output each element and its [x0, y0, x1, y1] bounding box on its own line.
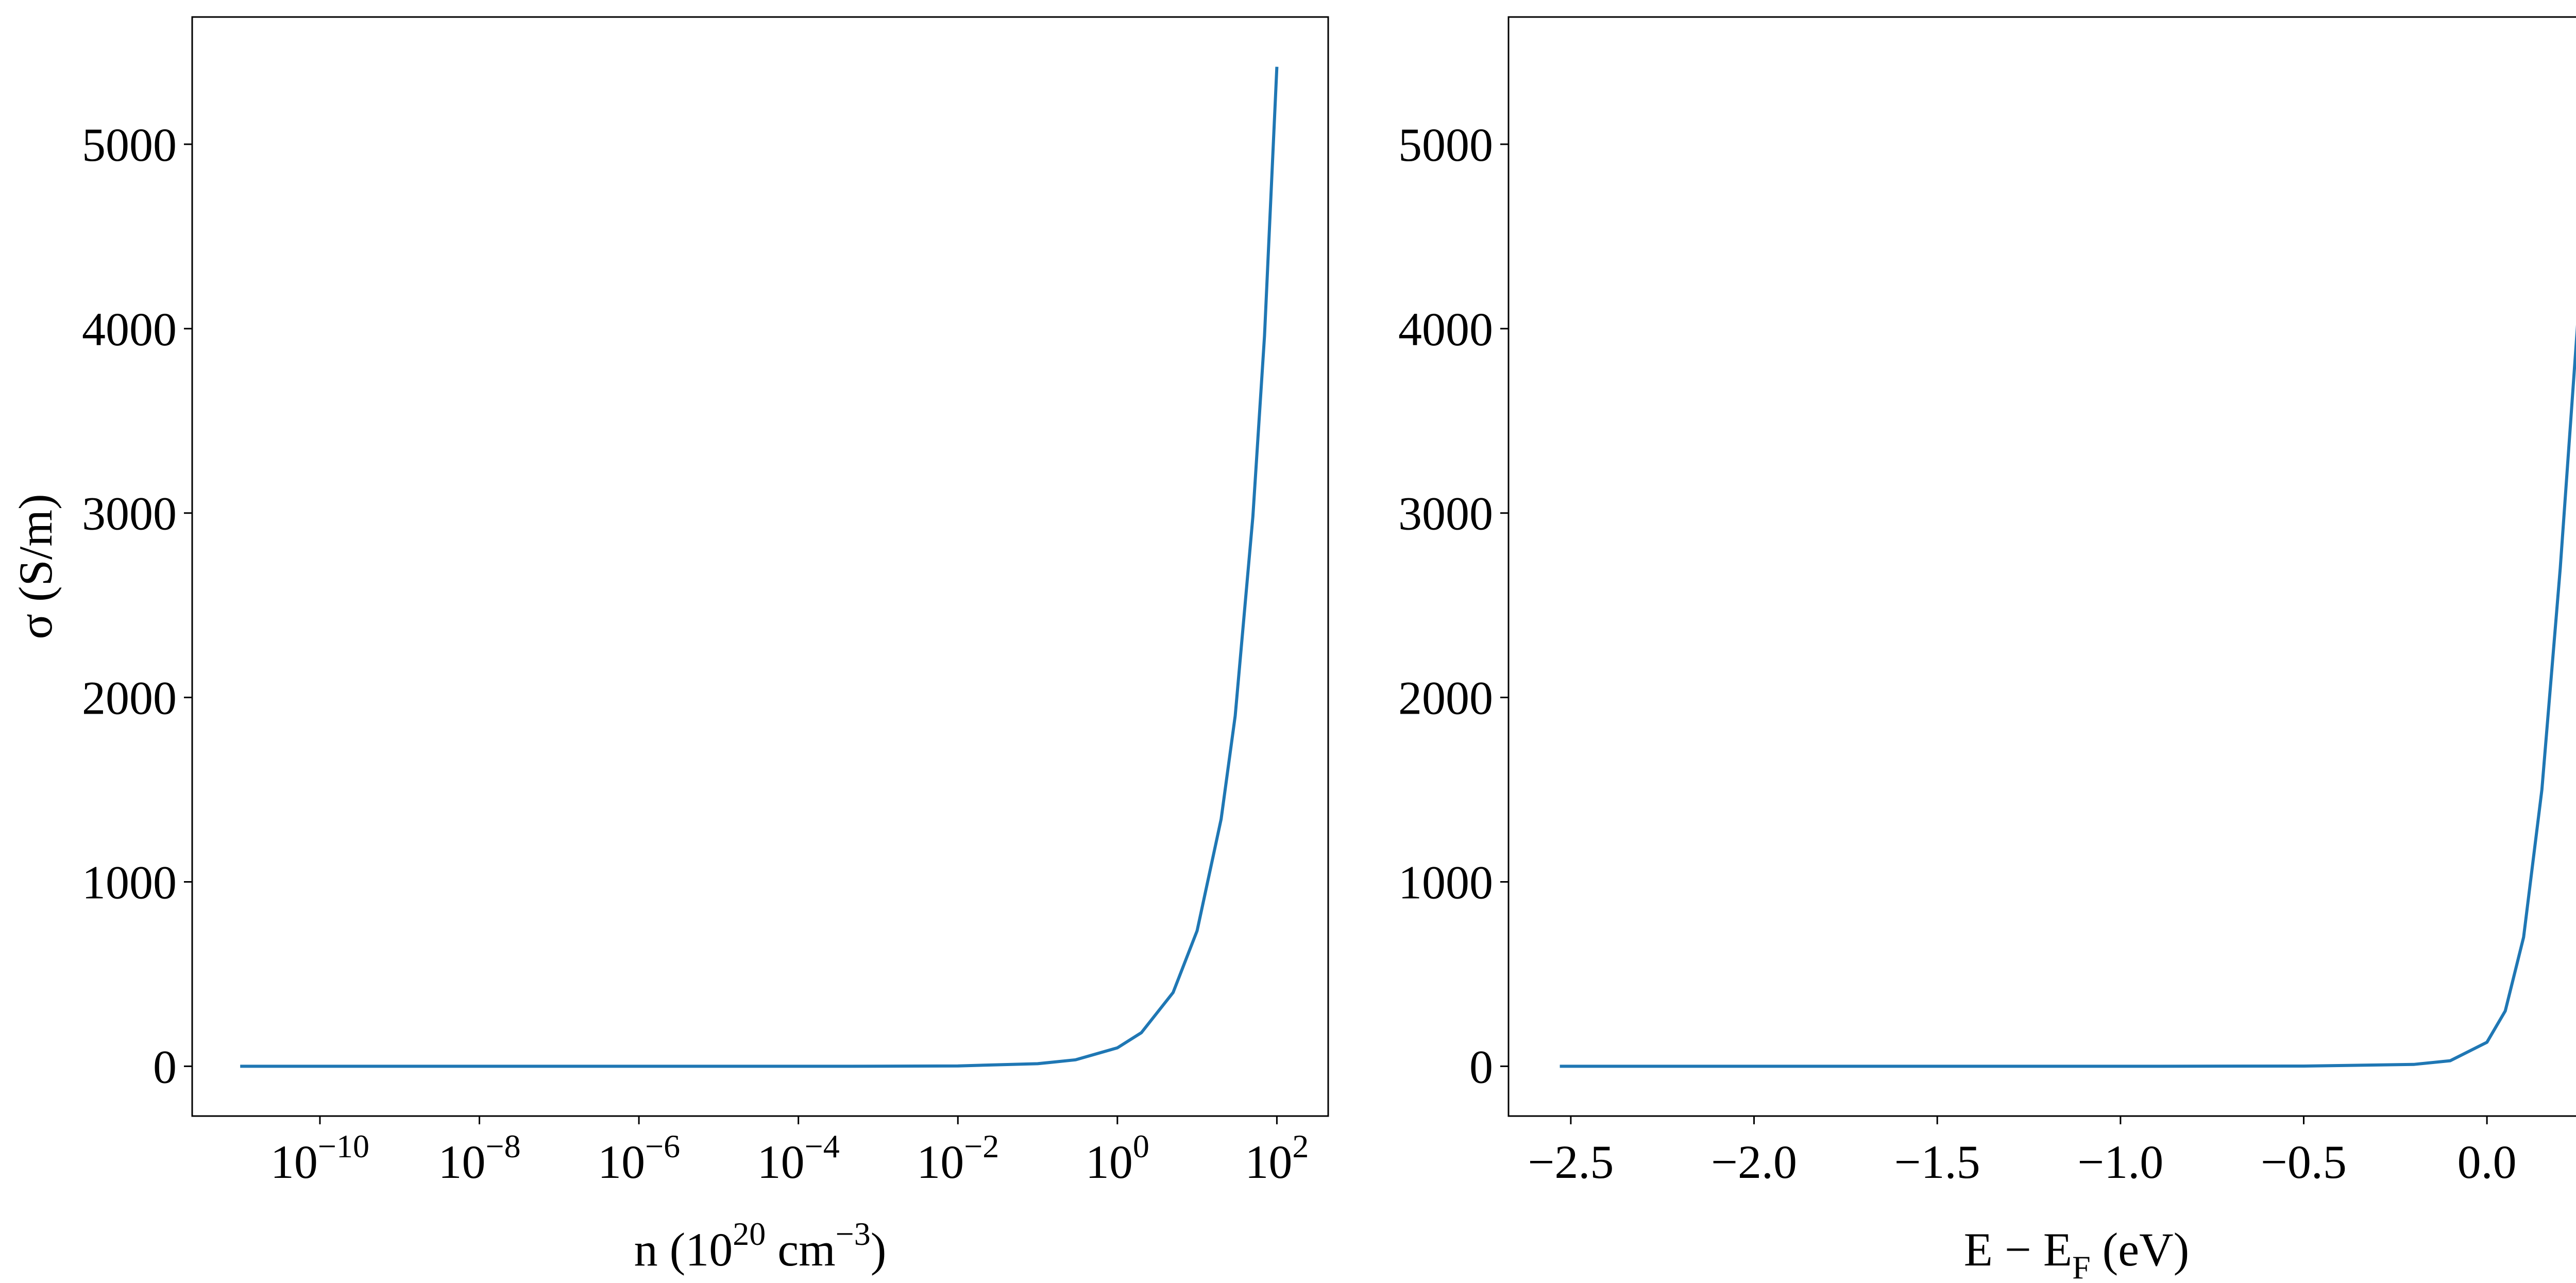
x-tick-label: 10−6 [598, 1128, 680, 1188]
x-tick-label: −0.5 [2261, 1136, 2347, 1188]
x-tick-base: 10 [917, 1136, 964, 1188]
x-label-text: n (10 [634, 1223, 733, 1276]
y-tick-label: 0 [153, 1040, 177, 1093]
x-label-sub: F [2072, 1249, 2091, 1283]
x-label-sup: 20 [733, 1216, 766, 1252]
plot-frame [1507, 16, 2576, 1117]
x-tick-base: 0.0 [2458, 1136, 2517, 1188]
x-tick-label: −2.5 [1528, 1136, 1614, 1188]
x-tick-base: 10 [757, 1136, 805, 1188]
x-tick-base: −2.5 [1528, 1136, 1614, 1188]
y-axis-label: σ (S/m) [9, 494, 62, 639]
y-tick-label: 4000 [1398, 303, 1493, 356]
x-tick-exponent: 0 [1133, 1128, 1149, 1164]
y-tick-label: 1000 [82, 856, 177, 908]
x-tick-label: 10−4 [757, 1128, 840, 1188]
y-tick-label: 3000 [82, 487, 177, 540]
x-tick-exponent: −6 [645, 1128, 680, 1164]
x-tick-exponent: −8 [486, 1128, 521, 1164]
x-tick-base: 10 [1245, 1136, 1292, 1188]
y-tick-label: 3000 [1398, 487, 1493, 540]
x-tick-base: −1.5 [1894, 1136, 1980, 1188]
x-tick-label: −2.0 [1711, 1136, 1797, 1188]
y-tick-label: 2000 [1398, 672, 1493, 724]
x-tick-base: 10 [438, 1136, 486, 1188]
x-tick-base: 10 [598, 1136, 645, 1188]
x-tick-base: 10 [1086, 1136, 1133, 1188]
x-label-sup: −3 [836, 1216, 871, 1252]
x-tick-base: −0.5 [2261, 1136, 2347, 1188]
x-tick-label: 102 [1245, 1128, 1309, 1188]
data-line [1560, 325, 2576, 1068]
x-axis-label: E − EF (eV) [1964, 1223, 2189, 1283]
x-tick-base: −2.0 [1711, 1136, 1797, 1188]
y-tick-label: 0 [1469, 1040, 1493, 1093]
x-axis-label: n (1020 cm−3) [634, 1216, 887, 1276]
y-tick-label: 1000 [1398, 856, 1493, 908]
y-tick-label: 5000 [82, 119, 177, 171]
x-tick-label: −1.0 [2077, 1136, 2163, 1188]
x-tick-label: 10−8 [438, 1128, 521, 1188]
plot-frame [191, 16, 1329, 1117]
x-tick-exponent: −2 [964, 1128, 999, 1164]
x-tick-label: 0.0 [2458, 1136, 2517, 1188]
y-tick-label: 2000 [82, 672, 177, 724]
x-label-text: cm [766, 1223, 835, 1276]
x-label-text: (eV) [2091, 1223, 2190, 1276]
x-label-text: E − E [1964, 1223, 2072, 1276]
x-tick-label: 10−2 [917, 1128, 999, 1188]
y-tick-label: 4000 [82, 303, 177, 356]
x-label-text: ) [871, 1223, 887, 1276]
x-tick-base: −1.0 [2077, 1136, 2163, 1188]
x-tick-base: 10 [270, 1136, 318, 1188]
y-tick-label: 5000 [1398, 119, 1493, 171]
x-tick-exponent: −10 [318, 1128, 369, 1164]
x-tick-label: 100 [1086, 1128, 1149, 1188]
x-tick-exponent: −4 [805, 1128, 840, 1164]
x-tick-label: −1.5 [1894, 1136, 1980, 1188]
x-tick-label: 10−10 [270, 1128, 369, 1188]
x-tick-exponent: 2 [1292, 1128, 1309, 1164]
data-line [240, 66, 1279, 1068]
